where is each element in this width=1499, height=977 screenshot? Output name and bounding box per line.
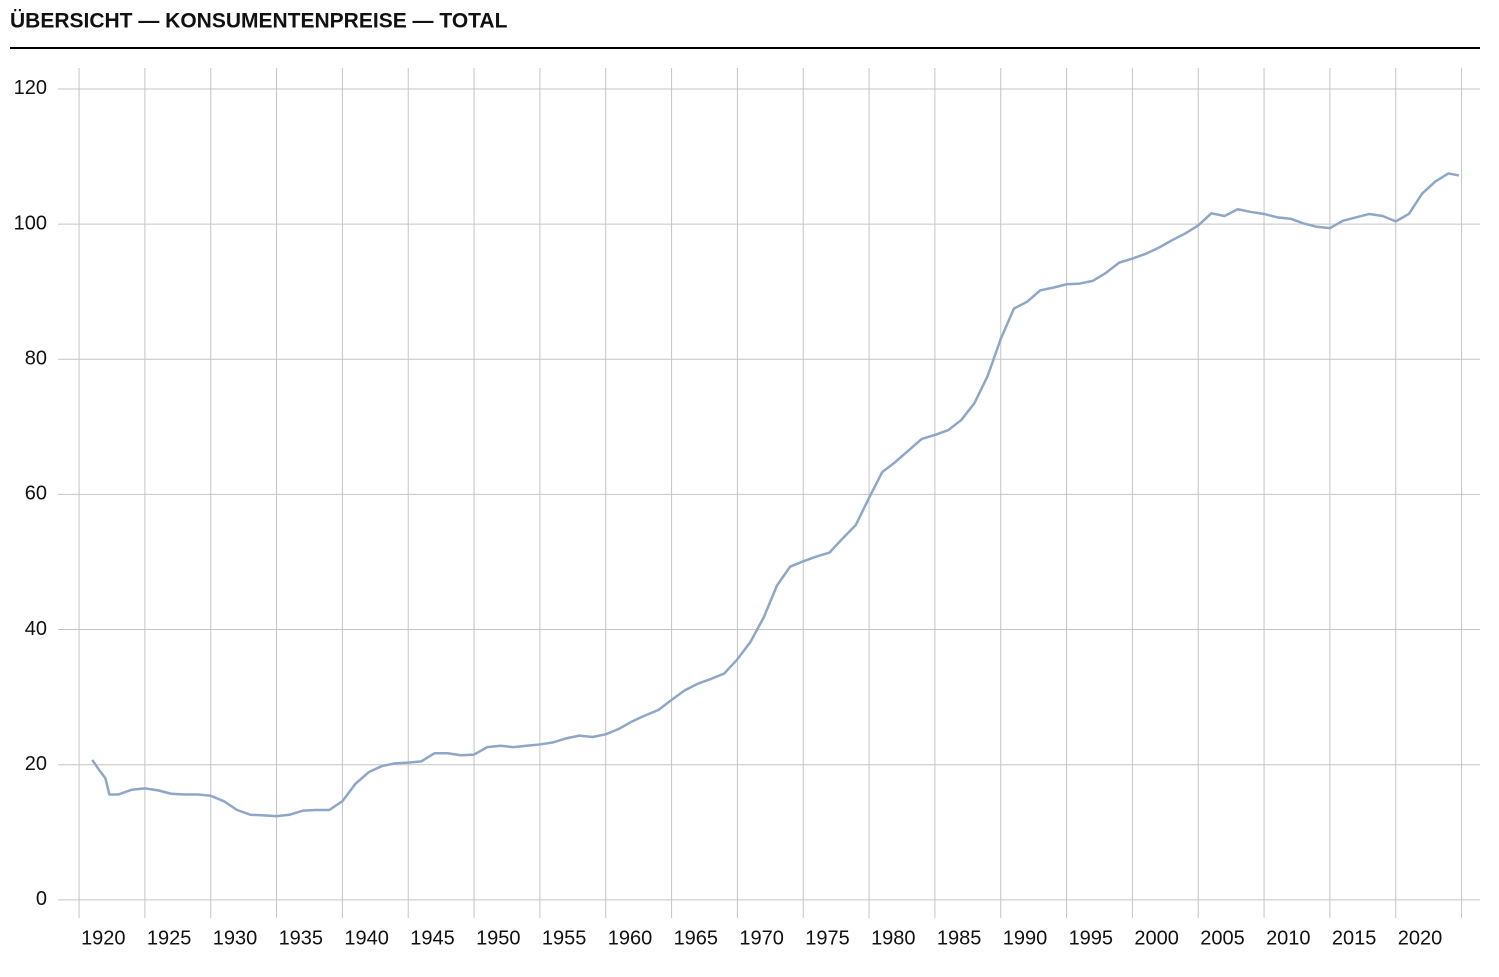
- x-tick-label: 1960: [608, 927, 653, 949]
- x-tick-label: 1975: [805, 927, 850, 949]
- y-tick-label: 100: [14, 212, 47, 234]
- x-tick-label: 1950: [476, 927, 520, 949]
- data-line: [91, 172, 1460, 818]
- x-tick-label: 2010: [1266, 927, 1311, 949]
- x-tick-label: 1930: [213, 927, 258, 949]
- x-tick-label: 1925: [147, 927, 192, 949]
- y-tick-label: 40: [25, 618, 47, 640]
- x-tick-label: 1945: [410, 927, 455, 949]
- y-tick-label: 80: [25, 348, 47, 370]
- x-tick-label: 2020: [1398, 927, 1443, 949]
- y-tick-label: 120: [14, 77, 47, 99]
- y-tick-label: 0: [36, 888, 47, 910]
- x-tick-label: 1955: [542, 927, 587, 949]
- y-tick-label: 20: [25, 753, 47, 775]
- x-tick-label: 1980: [871, 927, 916, 949]
- chart-title: ÜBERSICHT — KONSUMENTENPREISE — TOTAL: [10, 10, 508, 33]
- x-tick-label: 1995: [1069, 927, 1114, 949]
- y-tick-label: 60: [25, 483, 47, 505]
- x-tick-label: 1970: [739, 927, 784, 949]
- x-tick-label: 2000: [1134, 927, 1179, 949]
- x-tick-label: 1940: [344, 927, 389, 949]
- x-tick-label: 2005: [1200, 927, 1245, 949]
- x-tick-label: 1935: [279, 927, 324, 949]
- x-tick-label: 1985: [937, 927, 982, 949]
- x-tick-label: 1990: [1003, 927, 1048, 949]
- x-tick-label: 1920: [81, 927, 126, 949]
- x-tick-label: 1965: [674, 927, 719, 949]
- x-tick-label: 2015: [1332, 927, 1377, 949]
